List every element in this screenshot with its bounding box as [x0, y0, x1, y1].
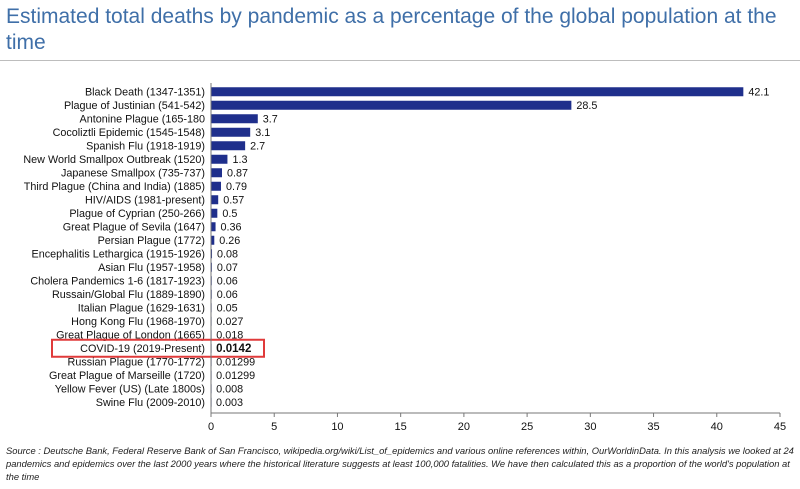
bar	[211, 249, 213, 259]
data-label: 0.018	[216, 330, 243, 342]
category-label: New World Smallpox Outbreak (1520)	[23, 154, 205, 166]
category-label: Spanish Flu (1918-1919)	[86, 141, 205, 153]
bar	[211, 127, 251, 137]
category-label: Great Plague of Sevila (1647)	[63, 222, 205, 234]
data-label: 0.008	[216, 384, 243, 396]
x-tick-label: 20	[458, 421, 470, 433]
category-label: Great Plague of London (1665)	[56, 330, 205, 342]
category-label: Black Death (1347-1351)	[85, 87, 205, 99]
category-label: Encephalitis Lethargica (1915-1926)	[32, 249, 205, 261]
data-label: 0.05	[217, 303, 238, 315]
x-tick-label: 45	[774, 421, 786, 433]
category-label: Antonine Plague (165-180	[80, 114, 205, 126]
data-label: 28.5	[576, 100, 597, 112]
category-label: Hong Kong Flu (1968-1970)	[71, 316, 205, 328]
data-label: 3.7	[263, 114, 278, 126]
category-label: Italian Plague (1629-1631)	[78, 303, 205, 315]
category-label: Persian Plague (1772)	[98, 235, 205, 247]
x-tick-label: 35	[647, 421, 659, 433]
bar	[211, 141, 246, 151]
bar	[211, 100, 572, 110]
bar	[211, 154, 228, 164]
x-tick-label: 25	[521, 421, 533, 433]
data-label: 0.5	[222, 208, 237, 220]
category-label: Cocoliztli Epidemic (1545-1548)	[53, 127, 205, 139]
data-label: 0.06	[217, 276, 238, 288]
category-label: Cholera Pandemics 1-6 (1817-1923)	[30, 276, 205, 288]
data-label: 0.01299	[216, 357, 255, 369]
data-label: 0.027	[216, 316, 243, 328]
x-tick-label: 5	[271, 421, 277, 433]
bar	[211, 195, 219, 205]
data-label: 0.06	[217, 289, 238, 301]
data-label: 0.08	[217, 249, 238, 261]
bar	[211, 87, 744, 97]
bar	[211, 208, 218, 218]
data-label: 0.07	[217, 262, 238, 274]
category-label: HIV/AIDS (1981-present)	[85, 195, 205, 207]
category-label: Plague of Justinian (541-542)	[64, 100, 205, 112]
x-tick-label: 10	[331, 421, 343, 433]
x-tick-label: 15	[395, 421, 407, 433]
category-label: COVID-19 (2019-Present)	[80, 343, 205, 355]
data-label: 42.1	[748, 87, 769, 99]
bar-chart: Black Death (1347-1351) 42.1 Plague of Jus…	[23, 83, 786, 433]
chart-title: Estimated total deaths by pandemic as a …	[6, 5, 777, 54]
data-label: 0.57	[223, 195, 244, 207]
data-label: 2.7	[250, 141, 265, 153]
data-label: 1.3	[232, 154, 247, 166]
category-label: Russian Plague (1770-1772)	[68, 357, 205, 369]
data-label: 0.79	[226, 181, 247, 193]
data-label: 0.36	[221, 222, 242, 234]
highlight-box	[51, 338, 265, 358]
category-label: Russain/Global Flu (1889-1890)	[52, 289, 205, 301]
data-label: 0.01299	[216, 370, 255, 382]
category-label: Asian Flu (1957-1958)	[98, 262, 205, 274]
category-label: Yellow Fever (US) (Late 1800s)	[55, 384, 205, 396]
category-label: Third Plague (China and India) (1885)	[24, 181, 205, 193]
x-tick-label: 0	[208, 421, 214, 433]
bar	[211, 222, 216, 232]
x-tick-label: 30	[584, 421, 596, 433]
data-label: 0.003	[216, 397, 243, 409]
bar	[211, 114, 258, 124]
category-label: Swine Flu (2009-2010)	[96, 397, 205, 409]
data-label: 3.1	[255, 127, 270, 139]
bar	[211, 181, 221, 191]
source-note: Source : Deutsche Bank, Federal Reserve …	[6, 445, 794, 482]
category-label: Great Plague of Marseille (1720)	[49, 370, 205, 382]
data-label: 0.0142	[216, 343, 251, 355]
bar	[211, 168, 223, 178]
data-label: 0.87	[227, 168, 248, 180]
title-divider	[0, 60, 800, 61]
category-label: Plague of Cyprian (250-266)	[69, 208, 205, 220]
data-label: 0.26	[219, 235, 240, 247]
category-label: Japanese Smallpox (735-737)	[61, 168, 205, 180]
bar	[211, 235, 215, 245]
x-tick-label: 40	[711, 421, 723, 433]
